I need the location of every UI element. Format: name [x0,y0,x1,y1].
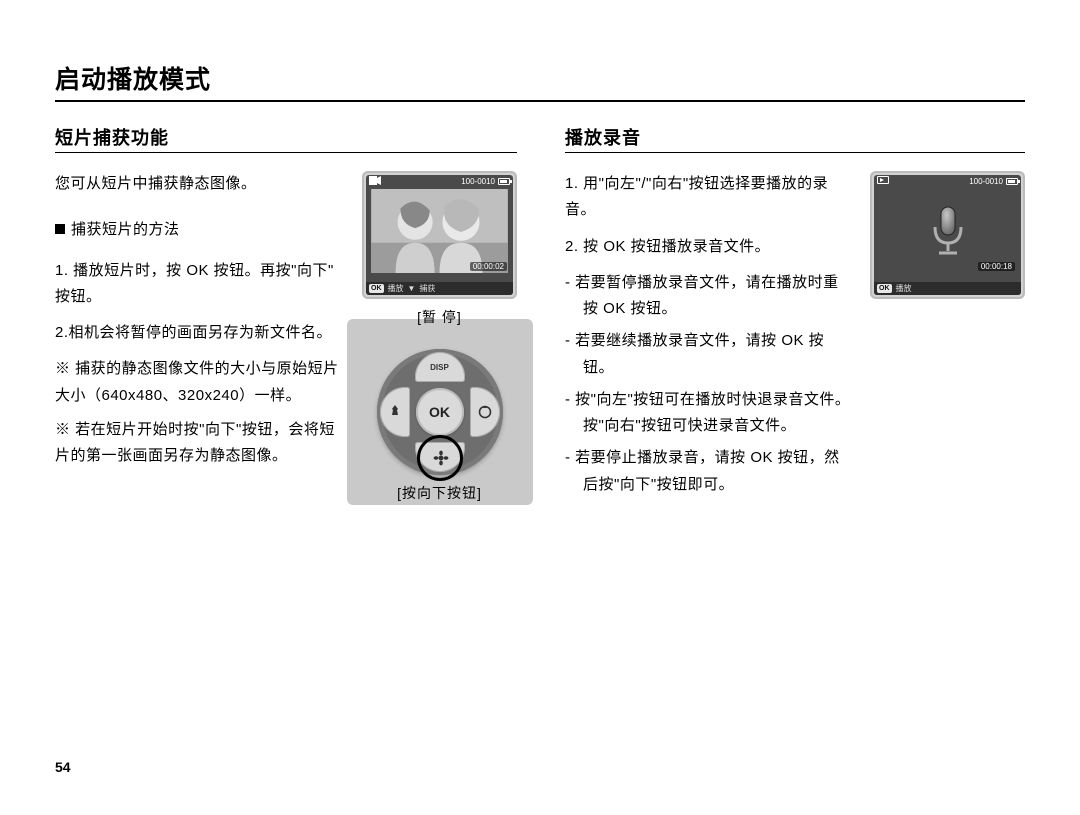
file-number-label: 100-0010 [461,177,495,186]
right-sub-4: - 若要停止播放录音，请按 OK 按钮，然后按"向下"按钮即可。 [565,445,852,498]
movie-screen-caption: [暂 停] [417,307,462,327]
right-step-1: 1. 用"向左"/"向右"按钮选择要播放的录音。 [565,171,852,224]
page-title: 启动播放模式 [55,60,211,96]
battery-icon [498,178,510,185]
ok-chip: OK [369,284,384,293]
microphone-icon [874,189,1021,273]
right-sub-3: - 按"向左"按钮可在播放时快退录音文件。按"向右"按钮可快进录音文件。 [565,387,852,440]
pad-up: DISP [415,352,465,382]
pad-caption: [按向下按钮] [397,483,482,503]
left-heading: 捕获短片的方法 [55,217,344,243]
movie-timer: 00:00:02 [470,262,507,271]
movie-icon [369,176,381,187]
right-subtitle-row: 播放录音 [565,124,1025,153]
audio-action-play: 播放 [896,283,912,294]
pad-ok: OK [416,388,464,436]
page-title-row: 启动播放模式 [55,60,1025,102]
left-note-1: ※ 捕获的静态图像文件的大小与原始短片大小（640x480、320x240）一样… [55,356,344,409]
right-sub-2: - 若要继续播放录音文件，请按 OK 按钮。 [565,328,852,381]
battery-icon-2 [1006,178,1018,185]
page-number: 54 [55,759,71,775]
down-arrow-icon: ▼ [408,284,416,293]
right-step-2: 2. 按 OK 按钮播放录音文件。 [565,234,852,260]
movie-screen-mockup: 100-0010 [362,171,517,299]
audio-timer: 00:00:18 [978,262,1015,271]
action-capture: 捕获 [419,283,435,294]
pad-left [380,387,410,437]
left-step-1: 1. 播放短片时，按 OK 按钮。再按"向下" 按钮。 [55,258,344,311]
down-button-highlight [417,435,463,481]
right-subtitle: 播放录音 [565,124,641,150]
pad-right [470,387,500,437]
audio-screen-mockup: 100-0010 [870,171,1025,299]
movie-frame-image [370,189,509,273]
left-intro: 您可从短片中捕获静态图像。 [55,171,344,197]
left-note-2: ※ 若在短片开始时按"向下"按钮，会将短片的第一张画面另存为静态图像。 [55,417,344,470]
play-mode-icon [877,176,889,186]
action-play: 播放 [388,283,404,294]
five-way-pad: DISP [377,349,503,475]
square-bullet-icon [55,224,65,234]
left-subtitle-row: 短片捕获功能 [55,124,517,153]
left-subtitle: 短片捕获功能 [55,124,169,150]
right-sub-1: - 若要暂停播放录音文件，请在播放时重按 OK 按钮。 [565,270,852,323]
left-step-2: 2.相机会将暂停的画面另存为新文件名。 [55,320,344,346]
audio-file-number: 100-0010 [969,177,1003,186]
ok-chip-2: OK [877,284,892,293]
